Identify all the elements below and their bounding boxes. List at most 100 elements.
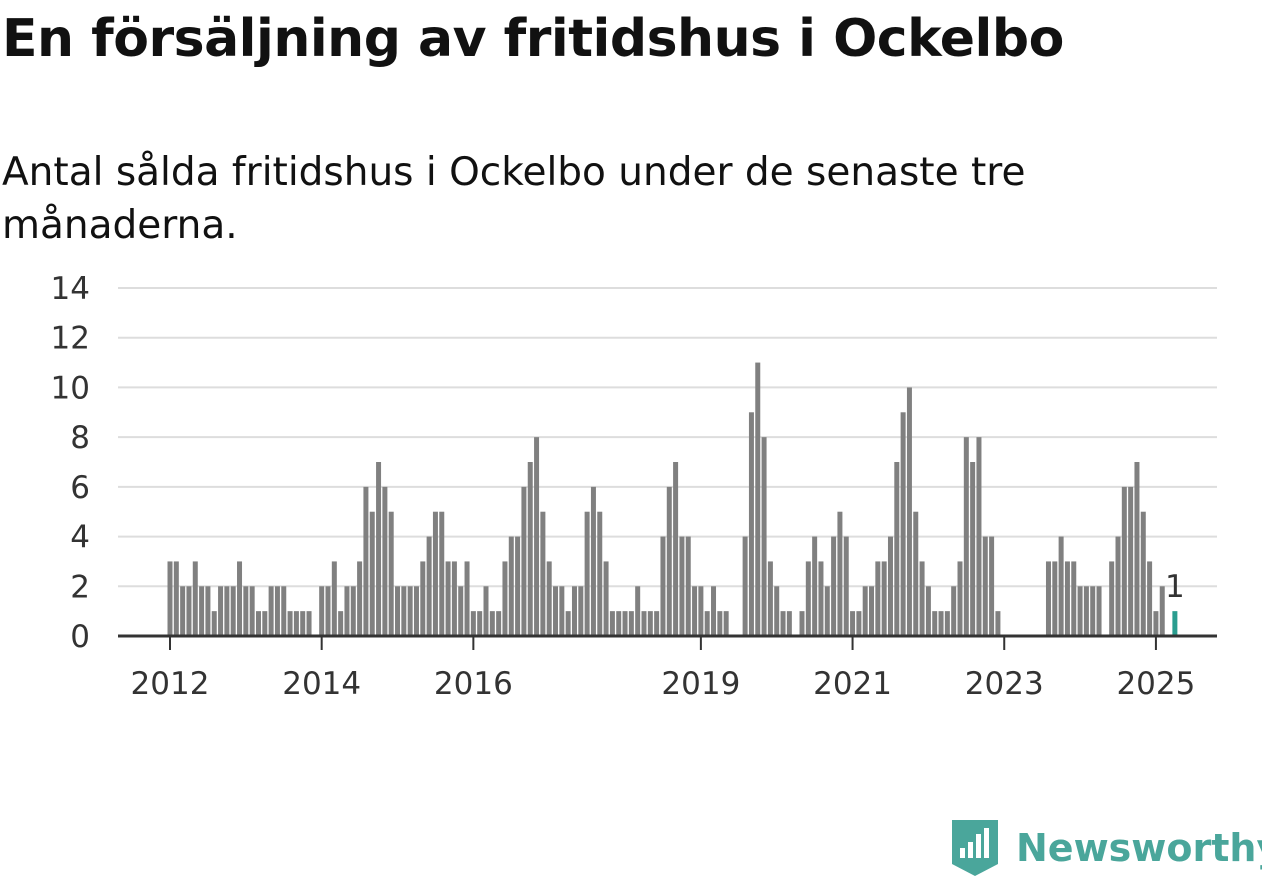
bar <box>1052 561 1058 636</box>
bar <box>451 561 457 636</box>
bar <box>388 511 394 636</box>
bar <box>894 462 900 636</box>
chart-title: En försäljning av fritidshus i Ockelbo <box>2 9 1064 69</box>
bar <box>578 586 584 636</box>
y-tick-label: 10 <box>51 370 90 406</box>
bar <box>1096 586 1102 636</box>
bar <box>376 462 382 636</box>
bar <box>470 611 476 636</box>
bar <box>786 611 792 636</box>
chart-subtitle: Antal sålda fritidshus i Ockelbo under d… <box>2 150 1026 248</box>
bar <box>363 486 369 636</box>
bar <box>799 611 805 636</box>
bar <box>439 511 445 636</box>
y-tick-label: 6 <box>70 470 90 506</box>
bar <box>692 586 698 636</box>
bar <box>1147 561 1153 636</box>
bar <box>805 561 811 636</box>
bar <box>395 586 401 636</box>
bar <box>502 561 508 636</box>
bar <box>515 536 521 636</box>
bar <box>167 561 173 636</box>
bar <box>180 586 186 636</box>
bar <box>521 486 527 636</box>
bar <box>982 536 988 636</box>
x-tick-label: 2023 <box>965 666 1044 702</box>
bar <box>995 611 1001 636</box>
bar <box>382 486 388 636</box>
bar <box>723 611 729 636</box>
y-tick-label: 14 <box>51 271 90 307</box>
x-tick-label: 2019 <box>661 666 740 702</box>
bar <box>1159 586 1165 636</box>
bar <box>325 586 331 636</box>
bar <box>603 561 609 636</box>
bar <box>249 586 255 636</box>
bar <box>1090 586 1096 636</box>
bar <box>432 511 438 636</box>
bar <box>932 611 938 636</box>
bar <box>1064 561 1070 636</box>
bar <box>944 611 950 636</box>
bars <box>167 362 1178 636</box>
bar <box>464 561 470 636</box>
bar <box>369 511 375 636</box>
bar <box>938 611 944 636</box>
x-tick-label: 2025 <box>1116 666 1195 702</box>
bar <box>597 511 603 636</box>
bar <box>654 611 660 636</box>
bar <box>1121 486 1127 636</box>
bar <box>1140 511 1146 636</box>
bar <box>635 586 641 636</box>
x-tick-label: 2012 <box>131 666 210 702</box>
bar <box>755 362 761 636</box>
bar <box>199 586 205 636</box>
bar <box>1058 536 1064 636</box>
bar <box>407 586 413 636</box>
bar <box>565 611 571 636</box>
gridlines <box>118 287 1217 588</box>
bar <box>704 611 710 636</box>
bar <box>344 586 350 636</box>
bar <box>673 462 679 636</box>
bar <box>818 561 824 636</box>
bar <box>1128 486 1134 636</box>
bar <box>812 536 818 636</box>
bar <box>559 586 565 636</box>
bar <box>293 611 299 636</box>
bar <box>666 486 672 636</box>
bar-chart-logo-icon <box>952 820 998 876</box>
bar <box>534 437 540 636</box>
bar <box>1083 586 1089 636</box>
bar <box>237 561 243 636</box>
bar <box>281 586 287 636</box>
bar <box>875 561 881 636</box>
bar <box>616 611 622 636</box>
bar <box>553 586 559 636</box>
bar <box>540 511 546 636</box>
y-tick-label: 0 <box>70 619 90 655</box>
bar <box>477 611 483 636</box>
bar <box>420 561 426 636</box>
bar <box>274 586 280 636</box>
bar <box>647 611 653 636</box>
bar-latest <box>1172 611 1178 636</box>
bar <box>717 611 723 636</box>
bar <box>869 586 875 636</box>
bar <box>887 536 893 636</box>
x-tick-label: 2021 <box>813 666 892 702</box>
x-tick-label: 2014 <box>282 666 361 702</box>
bar <box>1115 536 1121 636</box>
bar <box>496 611 502 636</box>
bar <box>401 586 407 636</box>
bar <box>1153 611 1159 636</box>
bar <box>774 586 780 636</box>
bar <box>1109 561 1115 636</box>
bar <box>660 536 666 636</box>
bar <box>843 536 849 636</box>
bar <box>262 611 268 636</box>
bar <box>1134 462 1140 636</box>
bar <box>742 536 748 636</box>
tick-labels: 0 2 4 6 8 10 12 14 1 2012 2014 2016 2019 2021 2023 2025 <box>51 271 1196 702</box>
